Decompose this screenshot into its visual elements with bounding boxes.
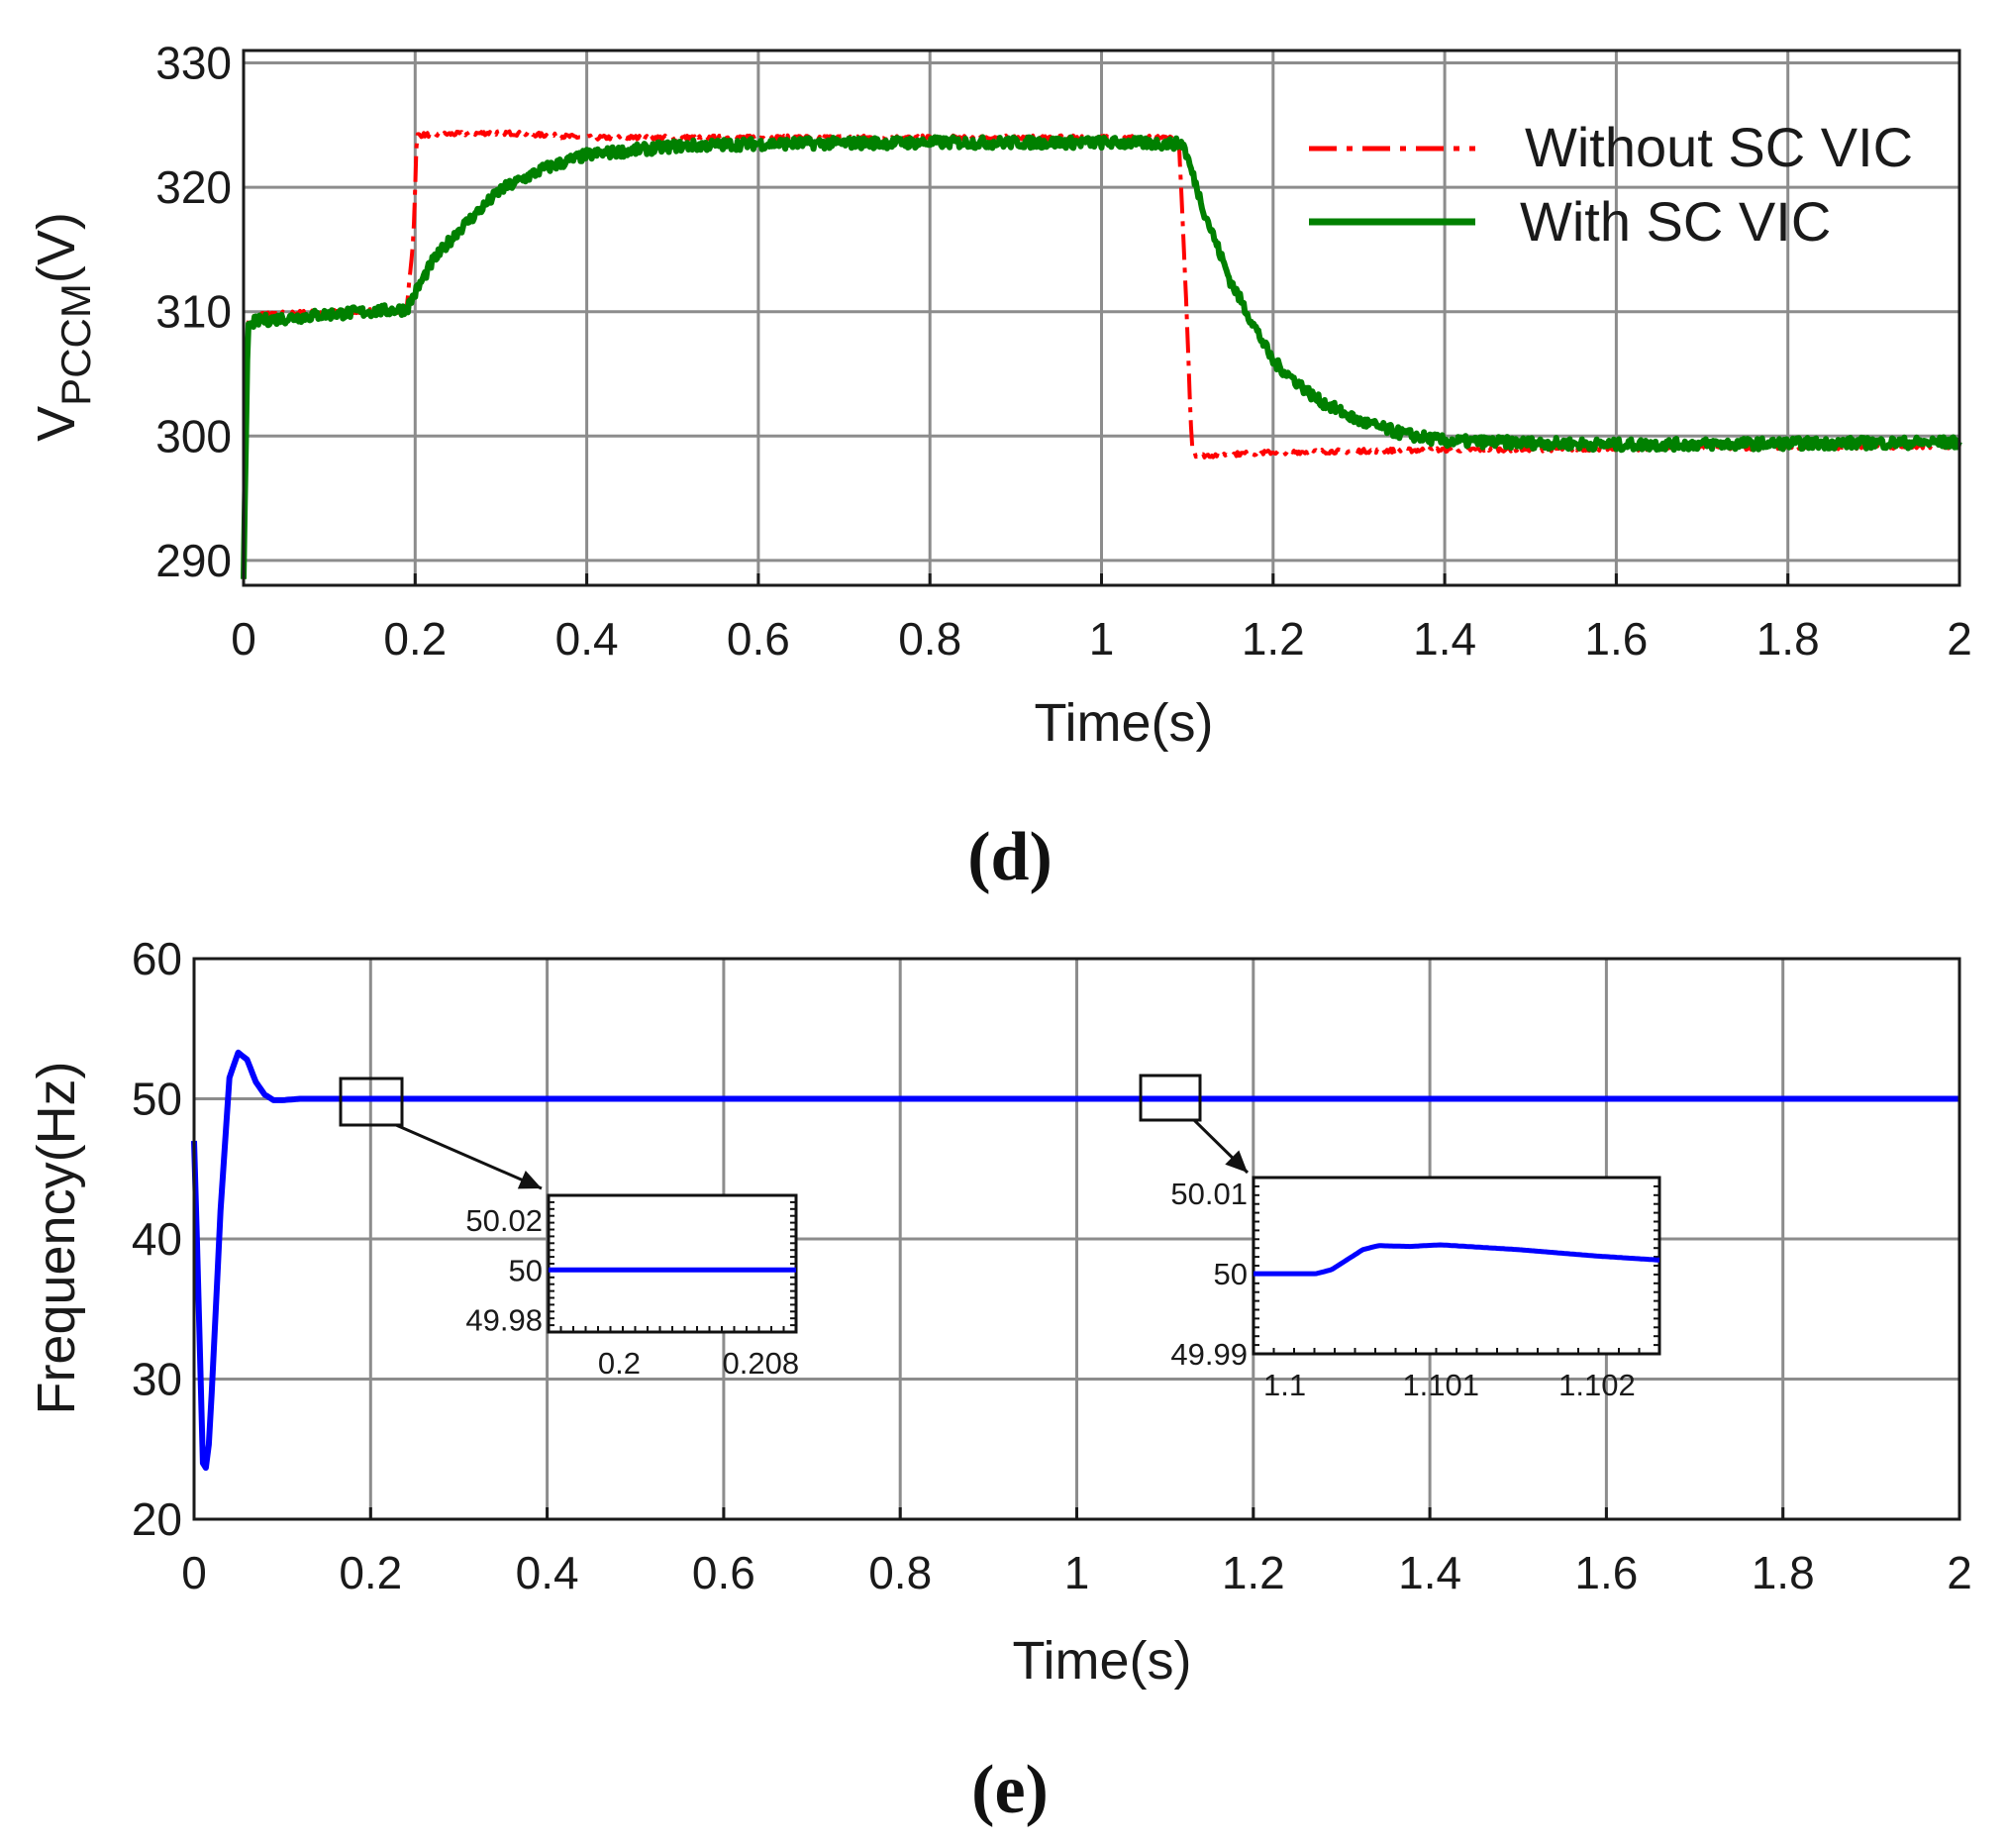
y-tick-label: 30 [132,1354,182,1405]
x-tick-label: 0 [181,1547,207,1598]
frequency-chart: 0 0.2 0.4 0.6 0.8 1 1.2 1.4 1.6 1.8 2 20 30 40 50 60 Ti… [27,933,1972,1828]
inset-x-tick-label: 0.2 [598,1346,641,1381]
series-line-2 [241,134,1962,579]
y-tick-label: 40 [132,1213,182,1265]
x-tick-label: 1 [1089,613,1115,665]
x-tick-label: 1.8 [1756,613,1820,665]
frequency-x-axis-label: Time(s) [1013,1631,1192,1691]
inset-x-tick-label: 1.101 [1402,1368,1479,1402]
voltage-chart: 0 0.2 0.4 0.6 0.8 1 1.2 1.4 1.6 1.8 2 290 300 310 320 3… [27,38,1972,895]
y-tick-label: 50 [132,1074,182,1125]
x-tick-label: 1.8 [1752,1547,1815,1598]
zoom-box [339,1077,404,1127]
inset-x-tick-label: 1.102 [1558,1368,1636,1402]
x-tick-label: 0.2 [383,613,447,665]
panel-label-d: (d) [967,819,1053,895]
x-tick-label: 0.6 [692,1547,755,1598]
x-tick-label: 0.6 [727,613,790,665]
x-tick-label: 1.4 [1413,613,1476,665]
x-tick-label: 1.2 [1222,1547,1285,1598]
x-tick-label: 0 [231,613,256,665]
y-tick-label: 290 [155,535,232,586]
panel-label-e: (e) [971,1752,1049,1828]
inset-frame [1252,1176,1661,1356]
zoom-arrowhead [1225,1150,1248,1173]
zoom-arrow [395,1123,543,1190]
x-tick-label: 1.6 [1584,613,1648,665]
inset-y-tick-label: 49.98 [465,1302,543,1337]
y-tick-label: 60 [132,933,182,984]
y-tick-label: 310 [155,286,232,338]
x-tick-label: 1 [1064,1547,1090,1598]
y-tick-label: 20 [132,1493,182,1545]
frequency-y-axis-label: Frequency(Hz) [27,1061,86,1414]
inset-frame [547,1193,798,1334]
legend-label-with: With SC VIC [1520,190,1831,253]
inset-y-tick-label: 50.02 [465,1203,543,1238]
x-tick-label: 2 [1947,1547,1972,1598]
x-tick-label: 0.4 [516,1547,579,1598]
inset-y-tick-label: 49.99 [1170,1337,1248,1372]
x-tick-label: 0.8 [898,613,961,665]
inset-series-line [1254,1242,1660,1277]
zoom-arrowhead [517,1171,542,1189]
inset-x-tick-label: 1.1 [1263,1368,1306,1402]
series-line-1 [191,1049,1959,1472]
x-tick-label: 0.2 [339,1547,402,1598]
inset-y-tick-label: 50.01 [1170,1177,1248,1211]
inset-x-tick-label: 0.208 [722,1346,799,1381]
x-tick-label: 1.2 [1242,613,1305,665]
y-tick-label: 320 [155,161,232,213]
x-tick-label: 2 [1947,613,1972,665]
legend: Without SC VIC With SC VIC [1309,116,1913,253]
voltage-x-axis-label: Time(s) [1035,693,1214,753]
y-tick-label: 330 [155,38,232,89]
inset-y-tick-label: 50 [1214,1257,1248,1291]
y-tick-label: 300 [155,410,232,462]
x-tick-label: 0.8 [868,1547,932,1598]
inset-y-tick-label: 50 [509,1253,543,1287]
x-tick-label: 0.4 [555,613,619,665]
x-tick-label: 1.4 [1398,1547,1461,1598]
voltage-y-axis-label: VPCCM(V) [27,212,99,442]
zoom-box [1139,1074,1202,1122]
legend-label-without: Without SC VIC [1525,116,1913,178]
x-tick-label: 1.6 [1574,1547,1638,1598]
